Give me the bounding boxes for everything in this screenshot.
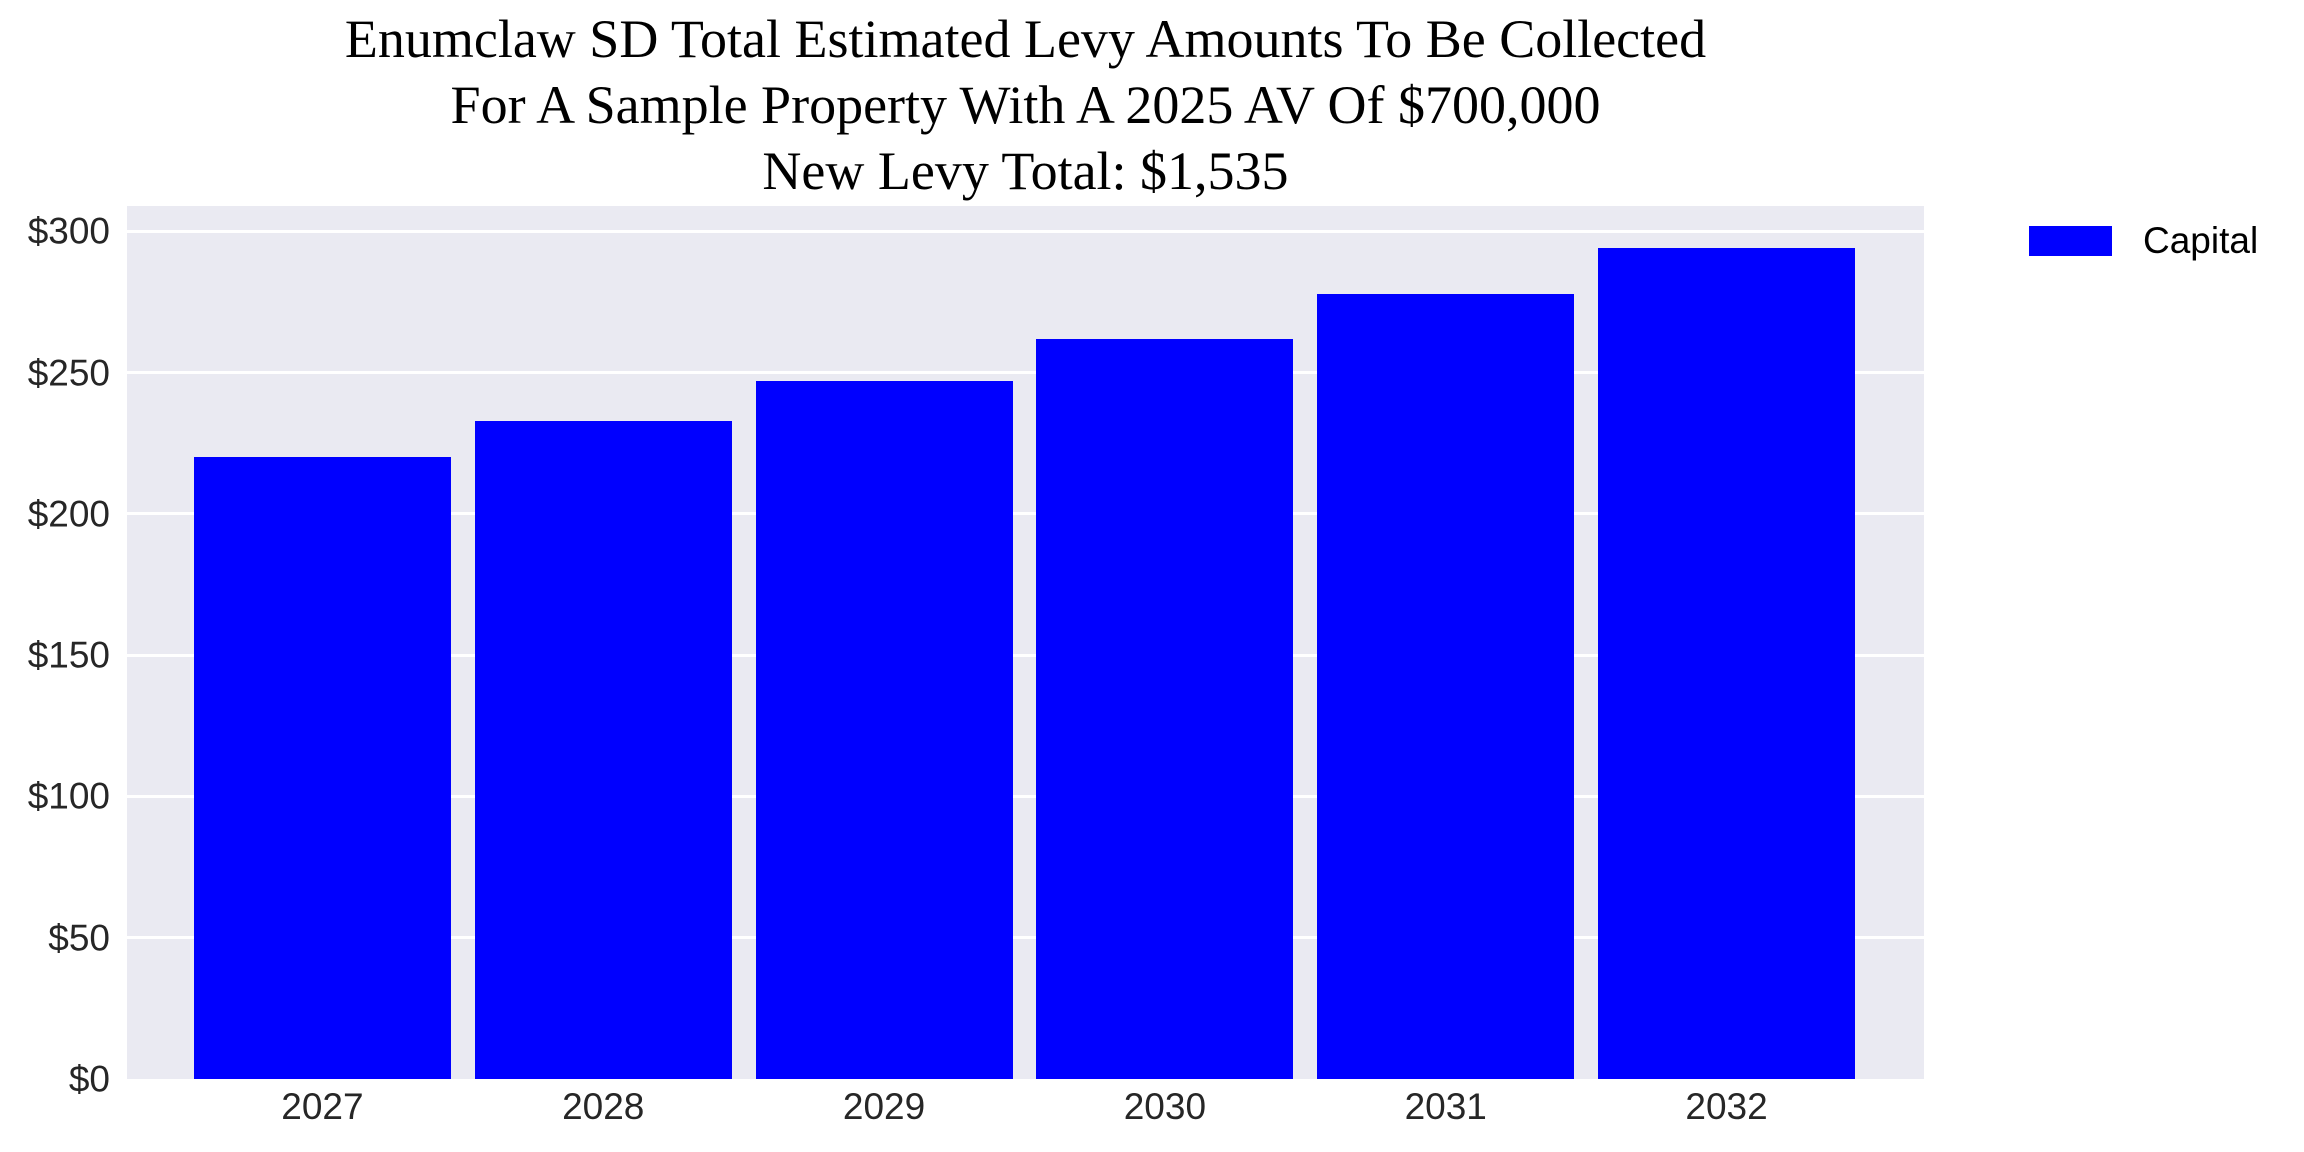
y-axis-tick-labels: $0 $50 $100 $150 $200 $250 $300: [0, 206, 110, 1098]
x-tick-label-2032: 2032: [1685, 1086, 1768, 1127]
bar-2031: [1317, 293, 1575, 1079]
bar-slot-2029: [744, 206, 1025, 1079]
chart-title: Enumclaw SD Total Estimated Levy Amounts…: [127, 6, 1924, 204]
bar-group: [182, 206, 1867, 1079]
bar-slot-2030: [1024, 206, 1305, 1079]
bar-slot-2028: [463, 206, 744, 1079]
x-axis-tick-labels: 2027 2028 2029 2030 2031 2032: [182, 1086, 1867, 1128]
bar-2028: [474, 420, 732, 1079]
bar-2032: [1598, 248, 1856, 1079]
chart-title-line-3: New Levy Total: $1,535: [762, 141, 1289, 201]
bar-2030: [1036, 338, 1294, 1079]
y-tick-label-300: $300: [27, 210, 110, 252]
chart-title-line-1: Enumclaw SD Total Estimated Levy Amounts…: [344, 9, 1707, 69]
y-tick-label-200: $200: [27, 493, 110, 535]
bar-2029: [755, 381, 1013, 1079]
legend-swatch-capital: [2029, 225, 2112, 256]
bar-slot-2027: [182, 206, 463, 1079]
gridline-100: [127, 794, 1924, 798]
x-tick-label-2031: 2031: [1404, 1086, 1487, 1127]
x-tick-label-2029: 2029: [842, 1086, 926, 1127]
legend-label-capital: Capital: [2143, 220, 2259, 261]
y-tick-label-100: $100: [27, 775, 110, 817]
y-tick-label-250: $250: [27, 352, 110, 394]
gridline-50: [127, 936, 1924, 940]
gridline-200: [127, 512, 1924, 516]
gridline-150: [127, 653, 1924, 657]
y-tick-label-150: $150: [27, 634, 110, 676]
chart-title-line-2: For A Sample Property With A 2025 AV Of …: [450, 75, 1601, 135]
gridline-250: [127, 371, 1924, 375]
plot-area: [127, 206, 1924, 1079]
bar-2027: [193, 457, 451, 1079]
x-tick-label-2030: 2030: [1123, 1086, 1207, 1127]
x-tick-label-2027: 2027: [281, 1086, 364, 1127]
bar-slot-2031: [1305, 206, 1586, 1079]
gridline-300: [127, 229, 1924, 233]
legend: Capital: [2029, 222, 2258, 259]
x-tick-label-2028: 2028: [562, 1086, 645, 1127]
y-tick-label-0: $0: [68, 1058, 110, 1100]
bar-slot-2032: [1586, 206, 1867, 1079]
y-tick-label-50: $50: [48, 917, 110, 959]
